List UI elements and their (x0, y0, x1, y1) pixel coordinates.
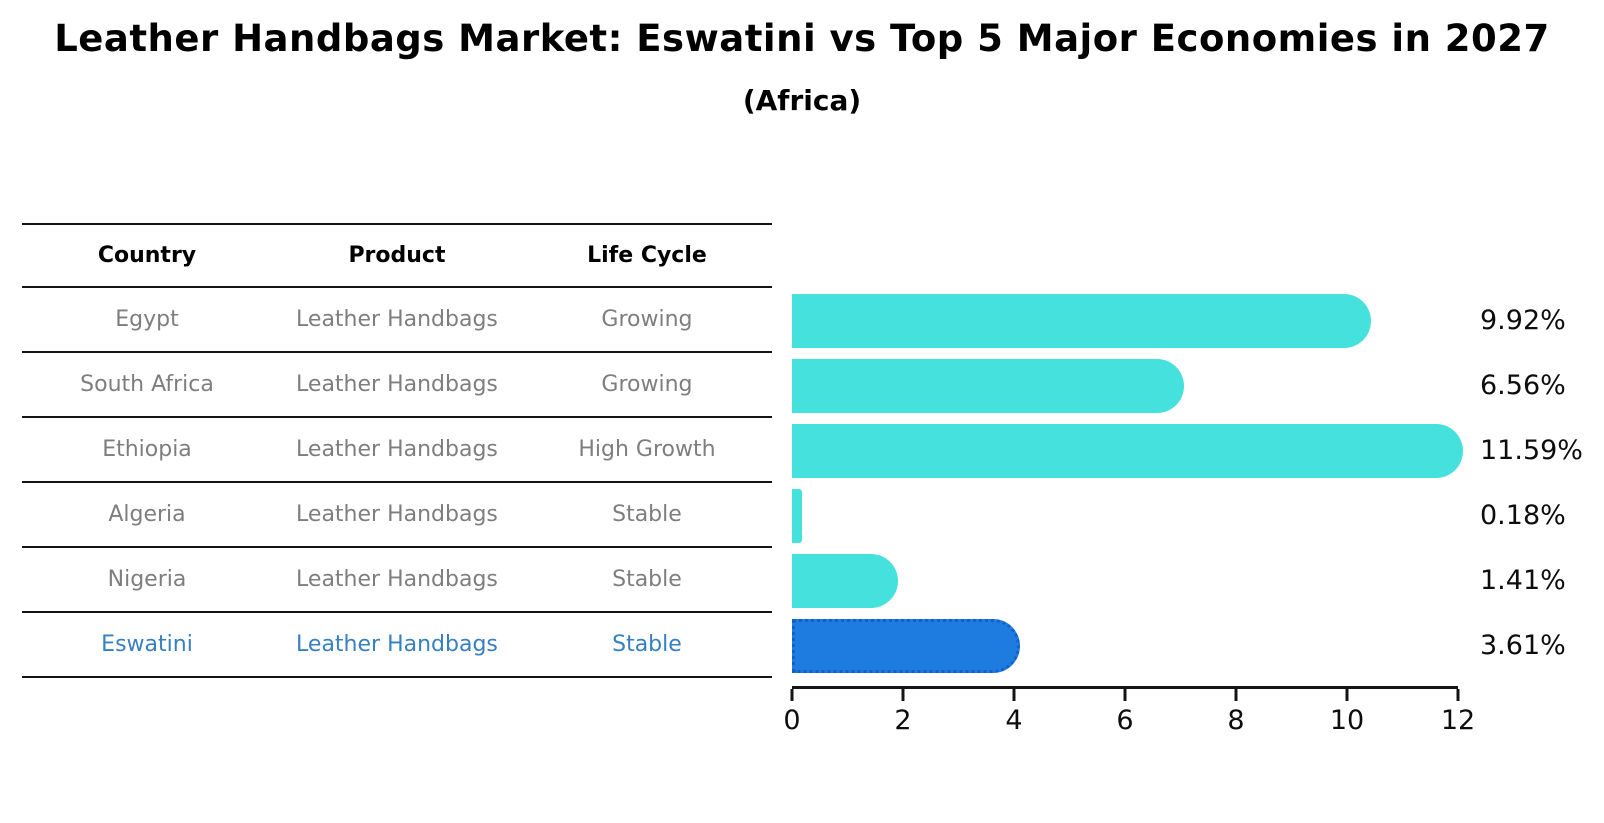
cell-product: Leather Handbags (296, 567, 498, 592)
bar-ethiopia (792, 423, 1463, 478)
table-row-nigeria: Nigeria Leather Handbags Stable (22, 548, 772, 613)
bar-row-egypt: 9.92% (792, 288, 1583, 353)
table-row-south-africa: South Africa Leather Handbags Growing (22, 353, 772, 418)
bar-eswatini (792, 618, 1020, 673)
cell-lifecycle: High Growth (578, 437, 716, 462)
bar-row-south-africa: 6.56% (792, 353, 1583, 418)
cell-lifecycle: Stable (612, 632, 682, 657)
bar-row-ethiopia: 11.59% (792, 418, 1583, 483)
cell-product: Leather Handbags (296, 372, 498, 397)
x-axis-tick-label: 8 (1227, 705, 1245, 736)
bar-row-eswatini: 3.61% (792, 613, 1583, 678)
bar-track (792, 553, 1458, 608)
x-axis-tick-label: 10 (1329, 705, 1365, 736)
x-axis-tick-label: 4 (1005, 705, 1023, 736)
x-axis-tick (1345, 689, 1349, 701)
bar-track (792, 358, 1458, 413)
bar-row-algeria: 0.18% (792, 483, 1583, 548)
bar-row-nigeria: 1.41% (792, 548, 1583, 613)
cell-country: South Africa (80, 372, 214, 397)
cell-lifecycle: Stable (612, 502, 682, 527)
x-axis-tick-label: 12 (1440, 705, 1476, 736)
bar-track (792, 618, 1458, 673)
bar-track (792, 488, 1458, 543)
value-label-eswatini: 3.61% (1480, 630, 1566, 661)
cell-country: Eswatini (101, 632, 193, 657)
page-subtitle: (Africa) (742, 84, 862, 118)
bar-egypt (792, 293, 1371, 348)
bar-south-africa (792, 358, 1184, 413)
table-row-eswatini: Eswatini Leather Handbags Stable (22, 613, 772, 678)
x-axis-tick-label: 2 (894, 705, 912, 736)
col-header-country: Country (97, 243, 197, 268)
cell-product: Leather Handbags (296, 502, 498, 527)
x-axis-tick (790, 689, 794, 701)
table-row-ethiopia: Ethiopia Leather Handbags High Growth (22, 418, 772, 483)
cell-lifecycle: Stable (612, 567, 682, 592)
country-product-table: Country Product Life Cycle Egypt Leather … (22, 223, 772, 678)
x-axis-tick (1234, 689, 1238, 701)
bar-track (792, 423, 1463, 478)
x-axis: 0 2 4 6 8 10 12 (783, 686, 1475, 739)
x-axis-tick (901, 689, 905, 701)
x-axis-tick (1456, 689, 1460, 701)
bar-algeria (792, 488, 802, 543)
value-label-ethiopia: 11.59% (1480, 435, 1583, 466)
value-label-nigeria: 1.41% (1480, 565, 1566, 596)
bar-nigeria (792, 553, 898, 608)
cell-country: Algeria (108, 502, 186, 527)
cell-product: Leather Handbags (296, 307, 498, 332)
table-row-egypt: Egypt Leather Handbags Growing (22, 288, 772, 353)
cell-lifecycle: Growing (601, 307, 693, 332)
content-area: Country Product Life Cycle Egypt Leather … (0, 223, 1583, 739)
table-row-algeria: Algeria Leather Handbags Stable (22, 483, 772, 548)
value-label-south-africa: 6.56% (1480, 370, 1566, 401)
col-header-lifecycle: Life Cycle (587, 243, 707, 268)
table-header-row: Country Product Life Cycle (22, 223, 772, 288)
page-title: Leather Handbags Market: Eswatini vs Top… (54, 17, 1550, 60)
cell-country: Egypt (115, 307, 179, 332)
x-axis-tick-label: 0 (783, 705, 801, 736)
x-axis-tick (1012, 689, 1016, 701)
x-axis-tick-label: 6 (1116, 705, 1134, 736)
cell-lifecycle: Growing (601, 372, 693, 397)
cell-product: Leather Handbags (296, 632, 498, 657)
table-body: Egypt Leather Handbags Growing South Africa… (22, 288, 772, 678)
value-label-algeria: 0.18% (1480, 500, 1566, 531)
x-axis-tick (1123, 689, 1127, 701)
chart-header: Leather Handbags Market: Eswatini vs Top… (0, 0, 1604, 117)
bar-chart: 9.92% 6.56% 11.59% 0.18% 1.41% 3.61% 0 2 4 6 8 10 1… (783, 223, 1583, 739)
bar-track (792, 293, 1458, 348)
col-header-product: Product (348, 243, 446, 268)
value-label-egypt: 9.92% (1480, 305, 1566, 336)
cell-country: Ethiopia (102, 437, 192, 462)
cell-country: Nigeria (107, 567, 187, 592)
cell-product: Leather Handbags (296, 437, 498, 462)
bars-area: 9.92% 6.56% 11.59% 0.18% 1.41% 3.61% (792, 288, 1583, 678)
